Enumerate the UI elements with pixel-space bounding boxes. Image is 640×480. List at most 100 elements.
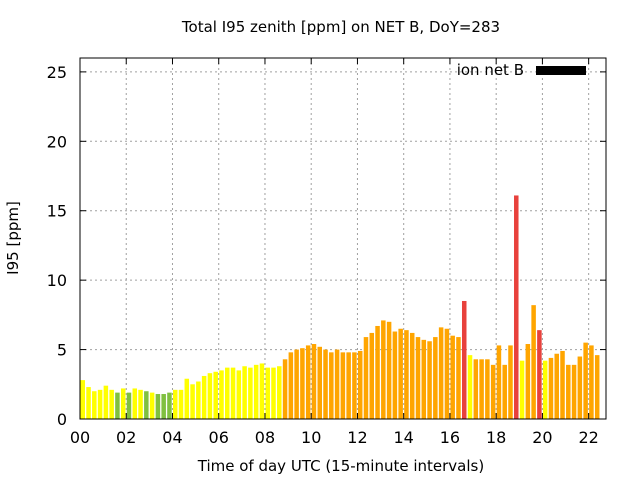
bar — [444, 328, 450, 419]
bar — [577, 356, 583, 419]
bar — [92, 391, 97, 419]
bar — [421, 339, 427, 419]
bar — [554, 353, 559, 419]
bar — [398, 328, 403, 419]
bar — [479, 359, 484, 419]
y-tick-label: 20 — [47, 132, 67, 151]
bar — [213, 371, 218, 419]
bar — [456, 337, 461, 419]
bar — [201, 375, 207, 419]
bar — [473, 359, 479, 419]
bar — [242, 366, 247, 419]
bar — [375, 325, 380, 419]
x-tick-label: 16 — [440, 428, 460, 447]
bar — [548, 357, 554, 419]
bar — [537, 330, 542, 419]
bar — [172, 389, 178, 419]
x-tick-label: 22 — [578, 428, 598, 447]
bar — [369, 332, 375, 419]
bar — [109, 389, 114, 419]
bar — [248, 367, 253, 419]
axis-ticks: 0 5 10 15 20 25 00 02 04 06 08 10 12 14 16 18 20 22 — [47, 58, 606, 447]
bar — [427, 341, 432, 419]
bar — [560, 350, 565, 419]
bar — [334, 349, 340, 419]
bar — [178, 389, 184, 419]
bar — [329, 352, 334, 419]
bar — [514, 195, 519, 419]
bar — [167, 392, 172, 419]
bar — [490, 364, 496, 419]
bar — [120, 388, 126, 419]
bar — [415, 337, 421, 419]
bar — [265, 367, 270, 419]
y-tick-label: 15 — [47, 202, 67, 221]
bar — [300, 348, 305, 419]
x-tick-label: 08 — [255, 428, 275, 447]
bar — [386, 321, 392, 419]
x-tick-label: 18 — [486, 428, 506, 447]
legend-swatch — [536, 66, 586, 75]
bar — [392, 331, 398, 419]
grid-lines — [80, 58, 606, 419]
bar — [404, 330, 409, 419]
bar — [531, 305, 536, 419]
bar — [115, 392, 120, 419]
legend-label: ion net B — [457, 61, 524, 79]
bar — [508, 345, 513, 419]
bar — [571, 364, 577, 419]
bar — [363, 337, 369, 419]
bar — [161, 394, 166, 419]
plot-frame — [79, 57, 607, 420]
bar — [132, 388, 138, 419]
bar — [381, 320, 386, 419]
bar — [485, 359, 490, 419]
bar — [271, 367, 276, 419]
bar — [190, 384, 195, 419]
bar — [259, 363, 265, 419]
bar — [294, 349, 299, 419]
bar — [594, 355, 600, 419]
y-tick-label: 25 — [47, 63, 67, 82]
bar — [317, 346, 322, 419]
bar — [433, 337, 438, 419]
bar — [542, 360, 548, 419]
x-tick-label: 04 — [162, 428, 182, 447]
x-tick-label: 20 — [532, 428, 552, 447]
bar — [144, 391, 149, 419]
bar — [525, 344, 531, 419]
bar — [323, 349, 328, 419]
bar — [80, 380, 86, 419]
x-tick-label: 00 — [70, 428, 90, 447]
bar — [438, 327, 444, 419]
bar — [97, 389, 103, 419]
x-tick-label: 14 — [394, 428, 414, 447]
bar — [340, 352, 346, 419]
bar — [196, 381, 201, 419]
bar — [138, 389, 143, 419]
bar — [219, 370, 224, 419]
bar — [149, 392, 155, 419]
bar — [346, 352, 351, 419]
bar — [566, 364, 571, 419]
bar — [282, 359, 288, 419]
bar — [357, 350, 363, 419]
bar — [253, 364, 259, 419]
y-tick-label: 0 — [57, 410, 67, 429]
bar — [305, 345, 311, 419]
y-axis-label: I95 [ppm] — [4, 201, 22, 275]
y-tick-label: 10 — [47, 271, 67, 290]
bar — [583, 342, 588, 419]
bar — [126, 392, 132, 419]
chart-title: Total I95 zenith [ppm] on NET B, DoY=283 — [181, 18, 500, 36]
bar — [519, 360, 525, 419]
bar — [502, 364, 507, 419]
bar — [230, 367, 236, 419]
x-tick-label: 02 — [116, 428, 136, 447]
bar — [225, 367, 230, 419]
x-tick-label: 10 — [301, 428, 321, 447]
bar — [496, 345, 502, 419]
bar — [450, 335, 455, 419]
bar — [236, 370, 242, 419]
